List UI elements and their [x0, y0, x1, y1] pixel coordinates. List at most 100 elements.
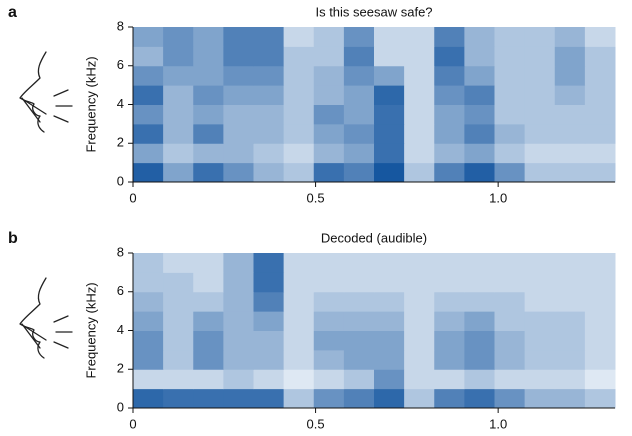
- spectrogram-cell: [374, 143, 405, 164]
- spectrogram-cell: [343, 143, 375, 164]
- spectrogram-cell: [193, 123, 224, 144]
- speaker-icon: [19, 277, 73, 359]
- spectrogram-cell: [223, 291, 254, 312]
- spectrogram-cell: [163, 311, 194, 331]
- spectrogram-cell: [404, 330, 435, 351]
- spectrogram-cell: [584, 272, 616, 293]
- spectrogram-cell: [524, 369, 556, 390]
- spectrogram-cell: [524, 46, 556, 67]
- spectrogram-cell: [343, 65, 375, 86]
- spectrogram-cell: [494, 123, 526, 144]
- spectrogram-cell: [133, 369, 164, 390]
- spectrogram-cell: [193, 27, 224, 47]
- spectrogram-cell: [313, 253, 345, 273]
- spectrogram-cell: [223, 369, 254, 390]
- spectrogram-cell: [494, 349, 526, 370]
- spectrogram-cell: [464, 27, 495, 47]
- spectrogram-cell: [343, 291, 375, 312]
- spectrogram-cell: [253, 253, 285, 273]
- spectrogram-cell: [283, 291, 315, 312]
- spectrogram-cell: [404, 27, 435, 47]
- spectrogram-cell: [283, 123, 315, 144]
- spectrogram-cell: [554, 104, 586, 125]
- spectrogram-cell: [374, 369, 405, 390]
- spectrogram-cell: [524, 143, 556, 164]
- spectrogram-cell: [404, 291, 435, 312]
- y-tick-label: 2: [117, 135, 124, 150]
- spectrogram-cell: [223, 46, 254, 67]
- spectrogram-cell: [163, 388, 194, 409]
- spectrogram-cell: [163, 143, 194, 164]
- spectrogram-cell: [283, 330, 315, 351]
- spectrogram-cell: [584, 123, 616, 144]
- spectrogram-cell: [494, 104, 526, 125]
- spectrogram-cell: [524, 85, 556, 105]
- spectrogram-cell: [253, 349, 285, 370]
- spectrogram-cell: [313, 330, 345, 351]
- spectrogram-cell: [313, 46, 345, 67]
- spectrogram-cell: [193, 369, 224, 390]
- spectrogram-cell: [253, 330, 285, 351]
- spectrogram-cell: [524, 388, 556, 409]
- spectrogram-cell: [193, 65, 224, 86]
- spectrogram-cell: [494, 388, 526, 409]
- spectrogram-cell: [313, 65, 345, 86]
- sound-lines: [53, 89, 73, 123]
- spectrogram-cell: [434, 291, 465, 312]
- spectrogram-cell: [133, 388, 164, 409]
- spectrogram-cell: [554, 143, 586, 164]
- spectrogram-cell: [343, 349, 375, 370]
- spectrogram-cell: [313, 162, 345, 183]
- spectrogram-cell: [163, 46, 194, 67]
- spectrogram-cell: [253, 27, 285, 47]
- spectrogram-cell: [163, 291, 194, 312]
- spectrogram-cell: [584, 291, 616, 312]
- x-tick-label: 0: [129, 416, 136, 431]
- spectrogram-cell: [434, 104, 465, 125]
- x-tick-label: 0.5: [307, 416, 325, 431]
- spectrogram-cell: [223, 123, 254, 144]
- spectrogram-cell: [133, 253, 164, 273]
- spectrogram-cell: [464, 85, 495, 105]
- spectrogram-cell: [554, 253, 586, 273]
- spectrogram-cell: [253, 85, 285, 105]
- spectrogram-cell: [163, 253, 194, 273]
- spectrogram-cell: [283, 253, 315, 273]
- spectrogram-cell: [584, 46, 616, 67]
- spectrogram-cell: [494, 143, 526, 164]
- spectrogram-cell: [283, 349, 315, 370]
- y-tick-label: 6: [117, 57, 124, 72]
- spectrogram-cell: [374, 85, 405, 105]
- spectrogram-cell: [283, 65, 315, 86]
- spectrogram-cell: [313, 291, 345, 312]
- spectrogram-cell: [494, 311, 526, 331]
- spectrogram-cell: [343, 272, 375, 293]
- spectrogram-cell: [193, 143, 224, 164]
- y-tick-label: 2: [117, 361, 124, 376]
- spectrogram-cell: [524, 253, 556, 273]
- spectrogram-cell: [163, 369, 194, 390]
- spectrogram-cell: [434, 27, 465, 47]
- face-profile: [19, 277, 47, 359]
- spectrogram-cell: [343, 27, 375, 47]
- spectrogram-cell: [223, 104, 254, 125]
- spectrogram-cell: [524, 162, 556, 183]
- spectrogram-cell: [464, 330, 495, 351]
- spectrogram-cell: [584, 349, 616, 370]
- spectrogram-cell: [554, 272, 586, 293]
- chart-title: Is this seesaw safe?: [315, 4, 432, 19]
- spectrogram-cell: [464, 311, 495, 331]
- spectrogram-cell: [193, 253, 224, 273]
- spectrogram-cell: [133, 85, 164, 105]
- spectrogram-cell: [163, 123, 194, 144]
- spectrogram-cell: [374, 291, 405, 312]
- spectrogram-cell: [404, 272, 435, 293]
- spectrogram-cell: [584, 388, 616, 409]
- spectrogram-cell: [283, 272, 315, 293]
- spectrogram-cell: [524, 349, 556, 370]
- spectrogram-cell: [584, 143, 616, 164]
- spectrogram-cell: [554, 349, 586, 370]
- spectrogram-cell: [584, 369, 616, 390]
- spectrogram-cell: [404, 311, 435, 331]
- spectrogram-cell: [343, 388, 375, 409]
